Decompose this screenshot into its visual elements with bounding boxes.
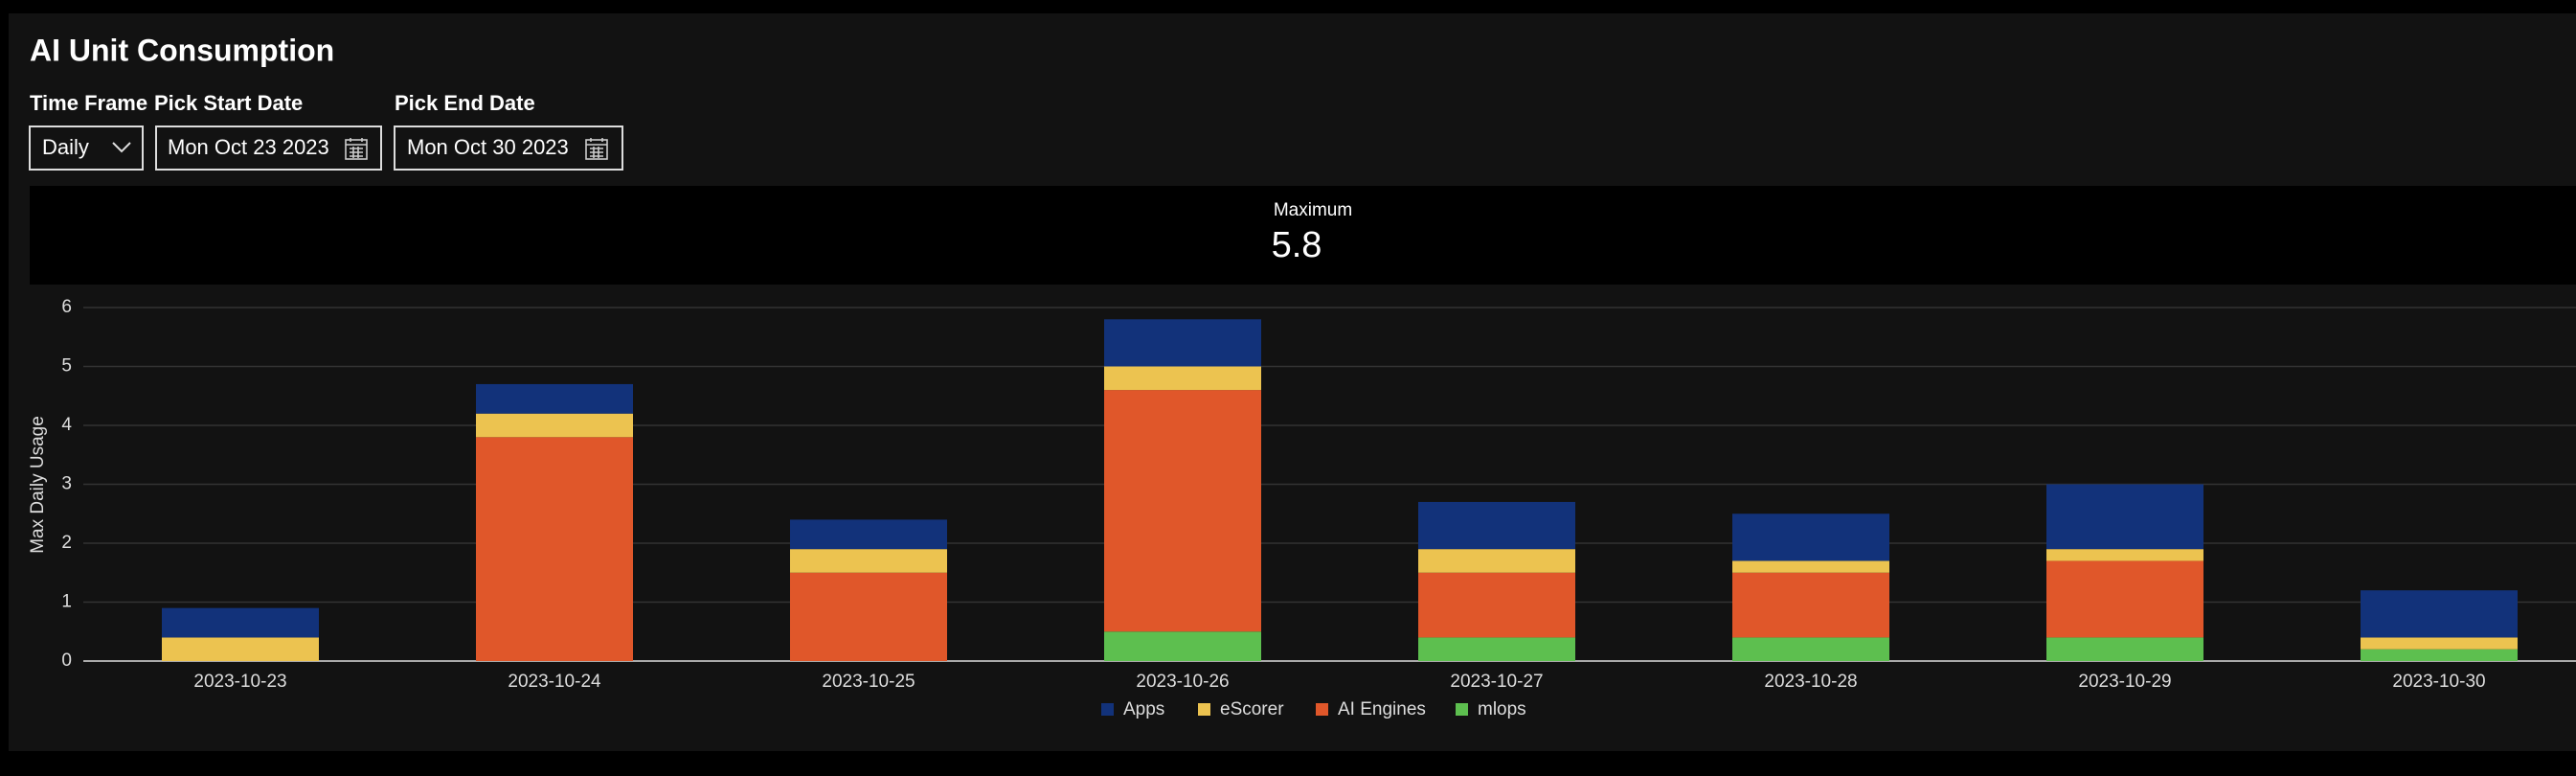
- bar-segment: [790, 519, 947, 550]
- bar-segment: [1418, 549, 1575, 573]
- bar-segment: [1104, 631, 1261, 661]
- legend-swatch: [1316, 703, 1328, 716]
- bar-segment: [2046, 484, 2203, 550]
- chevron[interactable]: [112, 142, 131, 153]
- bar-segment: [162, 607, 319, 638]
- calendar-icon[interactable]: [345, 138, 368, 160]
- date-box[interactable]: [394, 126, 623, 171]
- legend-label: eScorer: [1220, 699, 1284, 719]
- select-value[interactable]: Daily: [42, 135, 89, 159]
- bar-segment: [2361, 590, 2518, 638]
- summary-label: Maximum: [1274, 200, 1352, 220]
- control-label: Pick Start Date: [154, 91, 303, 115]
- bar-segment: [1418, 637, 1575, 661]
- bar-segment: [1732, 572, 1889, 638]
- calendar-icon[interactable]: [585, 138, 608, 160]
- end-date-picker[interactable]: Mon Oct 30 2023: [394, 126, 623, 171]
- legend-swatch: [1456, 703, 1468, 716]
- bar-segment: [1418, 501, 1575, 550]
- y-axis-title: Max Daily Usage: [28, 416, 48, 554]
- bar-segment: [2046, 549, 2203, 561]
- bar-segment: [2361, 649, 2518, 661]
- bar-segment: [1104, 319, 1261, 367]
- x-tick-label: 2023-10-23: [193, 672, 286, 692]
- control-label: Time Frame: [30, 91, 147, 115]
- bar-segment: [1732, 560, 1889, 573]
- bar-segment: [476, 413, 633, 438]
- bar-segment: [2361, 637, 2518, 650]
- y-tick-label: 5: [61, 356, 72, 377]
- bar-segment: [1418, 572, 1575, 638]
- bar-segment: [2046, 637, 2203, 661]
- y-tick-label: 3: [61, 474, 72, 494]
- x-tick-label: 2023-10-27: [1450, 672, 1543, 692]
- y-tick-label: 0: [61, 650, 72, 671]
- date-value[interactable]: Mon Oct 30 2023: [407, 135, 569, 159]
- bar-segment: [2046, 560, 2203, 638]
- bar-segment: [476, 383, 633, 414]
- x-tick-label: 2023-10-26: [1136, 672, 1229, 692]
- summary-value: 5.8: [1272, 225, 1322, 265]
- bar-segment: [476, 437, 633, 661]
- control-label: Pick End Date: [395, 91, 535, 115]
- x-tick-label: 2023-10-30: [2392, 672, 2485, 692]
- x-tick-label: 2023-10-24: [508, 672, 601, 692]
- x-tick-label: 2023-10-29: [2078, 672, 2171, 692]
- y-tick-label: 6: [61, 297, 72, 317]
- y-tick-label: 2: [61, 533, 72, 553]
- legend-swatch: [1198, 703, 1210, 716]
- page-title: AI Unit Consumption: [30, 33, 334, 67]
- bar-segment: [790, 549, 947, 573]
- x-tick-label: 2023-10-25: [822, 672, 915, 692]
- x-tick-label: 2023-10-28: [1764, 672, 1857, 692]
- select-box[interactable]: [29, 126, 144, 171]
- bar-segment: [162, 637, 319, 661]
- bar-segment: [1732, 514, 1889, 561]
- legend-label: AI Engines: [1338, 699, 1426, 719]
- y-tick-label: 1: [61, 592, 72, 612]
- legend-swatch: [1101, 703, 1114, 716]
- legend-label: Apps: [1123, 699, 1164, 719]
- time-frame-select[interactable]: Daily: [29, 126, 144, 171]
- start-date-picker[interactable]: Mon Oct 23 2023: [155, 126, 382, 171]
- date-value[interactable]: Mon Oct 23 2023: [168, 135, 329, 159]
- bar-segment: [1732, 637, 1889, 661]
- summary-box: [30, 186, 2576, 285]
- bar-segment: [1104, 390, 1261, 632]
- bar-segment: [1104, 366, 1261, 391]
- y-tick-label: 4: [61, 415, 72, 435]
- bar-segment: [790, 572, 947, 661]
- date-box[interactable]: [155, 126, 382, 171]
- legend-label: mlops: [1478, 699, 1526, 719]
